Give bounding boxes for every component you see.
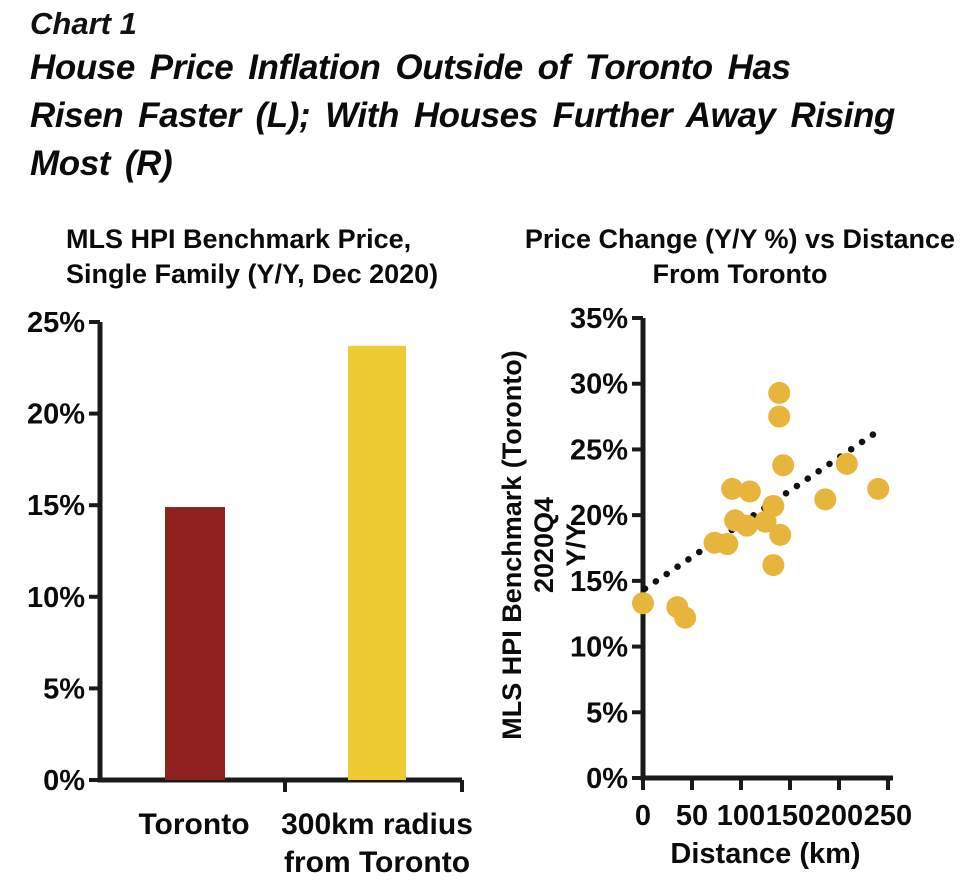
scatter-point [721, 477, 744, 500]
bar-category-label: 300km radius from Toronto [281, 808, 473, 879]
y-tick-label: 5% [43, 673, 85, 705]
y-tick-label: 0% [43, 765, 85, 797]
scatter-point [835, 452, 858, 475]
chart-number-label: Chart 1 [30, 6, 137, 41]
scatter-point [768, 405, 791, 428]
scatter-point [735, 514, 758, 537]
scatter-point [716, 533, 739, 556]
scatter-x-axis-label: Distance (km) [670, 838, 861, 870]
x-tick-label: 100 [717, 800, 765, 832]
x-tick-label: 0 [635, 800, 651, 832]
y-tick-label: 20% [27, 399, 85, 431]
scatter-chart-title: Price Change (Y/Y %) vs Distance From To… [524, 224, 956, 289]
axes [640, 318, 893, 781]
scatter-point [632, 592, 654, 615]
x-tick-label: 150 [766, 800, 814, 832]
page-title: House Price Inflation Outside of Toronto… [30, 48, 895, 183]
bar [165, 507, 225, 780]
scatter-point [738, 480, 761, 503]
bar-chart: 0% 5% 10% 15% 20% 25% Toronto 300km radius from … [27, 307, 473, 879]
scatter-point [674, 606, 697, 629]
y-tick-label: 15% [27, 490, 85, 522]
bar-chart-title: MLS HPI Benchmark Price, Single Family (… [66, 224, 439, 289]
scatter-point [762, 554, 785, 577]
y-tick-label: 20% [570, 500, 628, 532]
y-tick-label: 25% [570, 434, 628, 466]
x-tick-label: 200 [815, 800, 863, 832]
scatter-point [772, 454, 795, 477]
bar-category-label: Toronto [138, 808, 249, 841]
y-tick-label: 0% [586, 763, 628, 795]
y-tick-label: 5% [586, 697, 628, 729]
scatter-point [814, 488, 837, 511]
y-tick-label: 10% [27, 582, 85, 614]
scatter-chart: 0% 5% 10% 15% 20% 25% 30% 35% 0 50 100 150 200 250 [570, 303, 912, 832]
scatter-point [769, 523, 792, 546]
scatter-point [867, 477, 890, 500]
y-tick-label: 35% [570, 303, 628, 335]
y-tick-label: 15% [570, 566, 628, 598]
x-tick-label: 50 [676, 800, 708, 832]
y-tick-label: 30% [570, 369, 628, 401]
scatter-point [762, 494, 785, 517]
bar [348, 345, 406, 780]
x-tick-label: 250 [864, 800, 912, 832]
y-tick-label: 10% [570, 632, 628, 664]
y-tick-label: 25% [27, 307, 85, 339]
scatter-point [768, 381, 791, 404]
axes [97, 322, 462, 783]
